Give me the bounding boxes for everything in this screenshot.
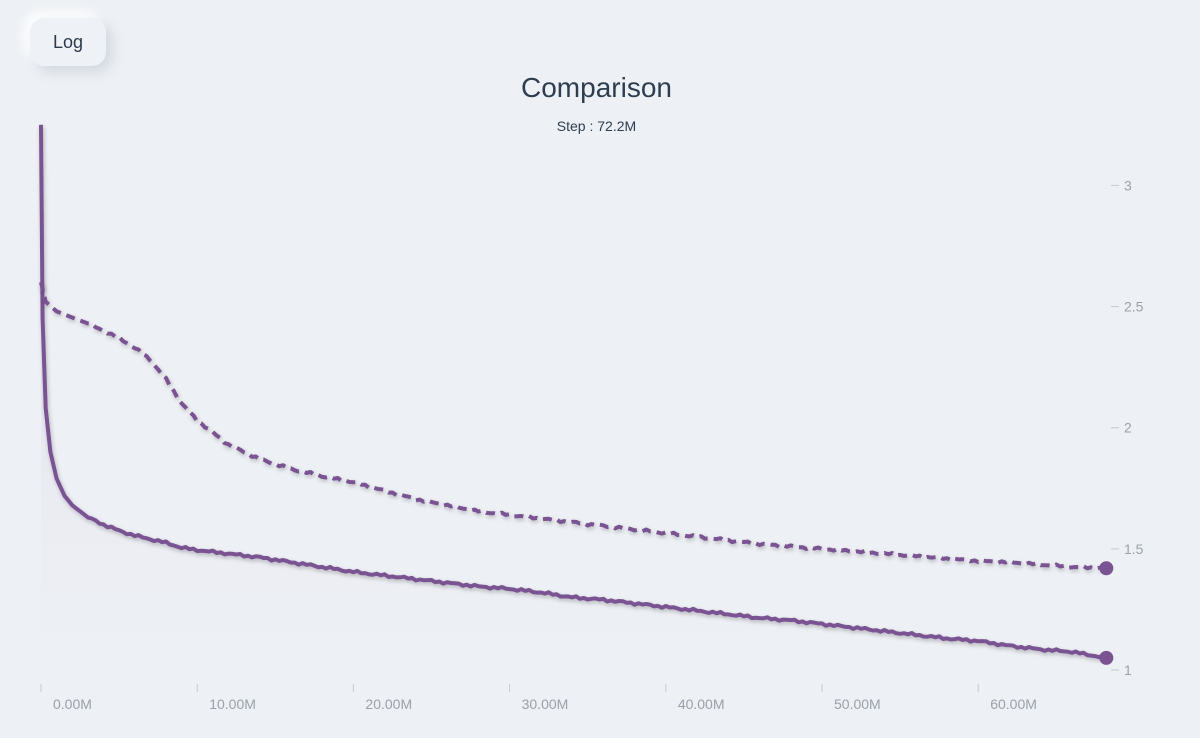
chart-title: Comparison — [521, 72, 672, 103]
y-tick-label: 1 — [1124, 662, 1132, 678]
x-tick-label: 10.00M — [209, 696, 256, 712]
x-axis: 0.00M 10.00M 20.00M 30.00M 40.00M 50.00M 60.00… — [40, 684, 1037, 712]
y-tick-label: 2.5 — [1124, 299, 1144, 315]
series-1-line — [39, 124, 1108, 660]
series-1-end-marker[interactable] — [1099, 650, 1114, 665]
series-2-end-marker[interactable] — [1099, 561, 1114, 576]
y-tick-label: 1.5 — [1124, 541, 1144, 557]
x-tick-label: 30.00M — [522, 696, 569, 712]
x-tick-label: 0.00M — [53, 696, 92, 712]
x-tick-label: 50.00M — [834, 696, 881, 712]
series-layer — [39, 124, 1114, 671]
x-tick-label: 20.00M — [365, 696, 412, 712]
x-tick-label: 40.00M — [678, 696, 725, 712]
x-tick-label: 60.00M — [990, 696, 1037, 712]
y-tick-label: 2 — [1124, 420, 1132, 436]
series-2-line — [39, 281, 1107, 571]
log-toggle-button[interactable]: Log — [30, 18, 106, 66]
y-tick-label: 3 — [1124, 177, 1132, 193]
y-axis: 1 1.5 2 2.5 3 — [1111, 177, 1144, 678]
series-1-area — [41, 124, 1107, 671]
chart-subtitle: Step : 72.2M — [556, 118, 637, 134]
